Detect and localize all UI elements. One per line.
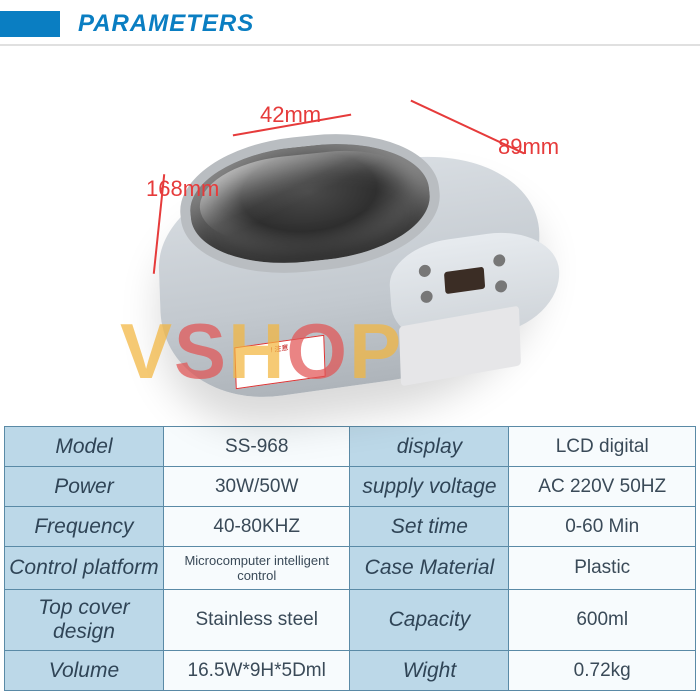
param-label: Capacity [350,590,509,651]
table-row: Frequency40-80KHZSet time0-60 Min [5,507,696,547]
param-label: Frequency [5,507,164,547]
table-row: Power30W/50Wsupply voltageAC 220V 50HZ [5,467,696,507]
panel-button-icon [420,290,433,304]
product-figure: ! 注意 42mm 89mm 168mm VSHOP [0,46,700,426]
param-label: Volume [5,651,164,691]
param-value: Plastic [509,547,696,590]
param-value: SS-968 [163,427,350,467]
dimension-depth: 42mm [260,102,321,128]
param-value: 40-80KHZ [163,507,350,547]
param-label: Power [5,467,164,507]
panel-button-icon [493,254,506,268]
param-value: 30W/50W [163,467,350,507]
param-value: 600ml [509,590,696,651]
panel-button-icon [495,280,508,294]
lcd-display-icon [444,267,485,295]
param-label: Wight [350,651,509,691]
panel-button-icon [418,264,431,278]
param-label: Set time [350,507,509,547]
param-label: Model [5,427,164,467]
dimension-width: 89mm [498,134,559,160]
header-accent-bar [0,11,60,37]
param-value: 0.72kg [509,651,696,691]
param-value: Stainless steel [163,590,350,651]
param-value: AC 220V 50HZ [509,467,696,507]
dimension-length: 168mm [146,176,219,202]
param-value: Microcomputer intelligent control [163,547,350,590]
parameters-table: ModelSS-968displayLCD digitalPower30W/50… [4,426,696,691]
table-row: Control platformMicrocomputer intelligen… [5,547,696,590]
table-row: Top cover designStainless steelCapacity6… [5,590,696,651]
param-label: Case Material [350,547,509,590]
table-row: Volume16.5W*9H*5DmlWight0.72kg [5,651,696,691]
param-value: 0-60 Min [509,507,696,547]
param-label: supply voltage [350,467,509,507]
param-label: Top cover design [5,590,164,651]
header-title: PARAMETERS [78,10,254,38]
table-row: ModelSS-968displayLCD digital [5,427,696,467]
header: PARAMETERS [0,0,700,44]
param-value: LCD digital [509,427,696,467]
watermark: VSHOP [120,306,403,397]
param-label: display [350,427,509,467]
param-label: Control platform [5,547,164,590]
param-value: 16.5W*9H*5Dml [163,651,350,691]
